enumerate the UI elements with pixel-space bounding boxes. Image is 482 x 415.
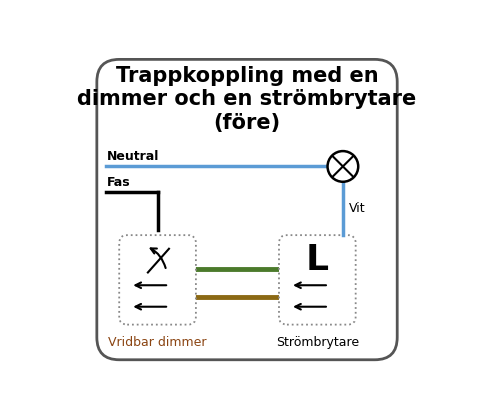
Text: Strömbrytare: Strömbrytare (276, 336, 359, 349)
FancyBboxPatch shape (119, 235, 196, 325)
FancyBboxPatch shape (97, 59, 397, 360)
Text: Neutral: Neutral (107, 150, 159, 163)
Text: Vit: Vit (349, 202, 366, 215)
Text: Vridbar dimmer: Vridbar dimmer (108, 336, 207, 349)
Text: Trappkoppling med en
dimmer och en strömbrytare
(före): Trappkoppling med en dimmer och en ström… (78, 66, 416, 132)
Circle shape (328, 151, 358, 182)
Text: Fas: Fas (107, 176, 130, 189)
FancyBboxPatch shape (279, 235, 356, 325)
Text: L: L (306, 243, 329, 277)
